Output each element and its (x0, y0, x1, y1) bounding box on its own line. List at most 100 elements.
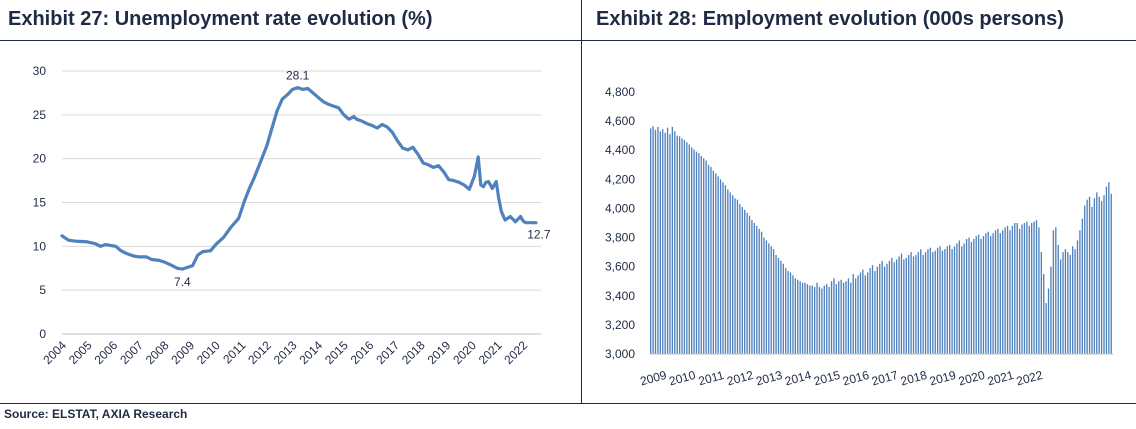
employment-bar (785, 268, 787, 354)
employment-bar (1081, 218, 1083, 354)
employment-bar (1098, 196, 1100, 354)
employment-bar (659, 131, 661, 354)
employment-bar (990, 236, 992, 354)
x-tick-label: 2011 (697, 368, 726, 388)
employment-bar (794, 278, 797, 354)
employment-bar (652, 126, 654, 355)
employment-bar (669, 134, 671, 354)
employment-bar (744, 209, 746, 354)
employment-bar (1009, 230, 1011, 354)
employment-bar (772, 249, 775, 354)
source-note: Source: ELSTAT, AXIA Research (4, 407, 188, 421)
x-tick-label: 2020 (957, 368, 987, 389)
employment-bar (1006, 225, 1009, 354)
employment-bar (1052, 230, 1055, 354)
employment-bar (664, 132, 666, 354)
employment-bar (939, 246, 941, 354)
y-tick-label: 3,000 (605, 347, 635, 361)
employment-bar (1103, 195, 1105, 354)
data-label: 28.1 (286, 69, 310, 83)
employment-bar (729, 192, 731, 354)
employment-bar (1021, 224, 1023, 354)
y-tick-label: 3,400 (605, 289, 635, 303)
employment-bar (929, 247, 932, 354)
employment-bar (770, 246, 772, 354)
employment-bar (1043, 273, 1045, 354)
employment-bar (1016, 223, 1018, 354)
employment-bar (1110, 193, 1112, 354)
employment-bar (1069, 255, 1071, 354)
employment-bar (1105, 186, 1108, 354)
employment-bar (719, 179, 722, 354)
employment-bar (823, 285, 825, 354)
employment-bar (951, 249, 953, 354)
employment-bar (676, 135, 678, 354)
employment-bar (842, 282, 845, 354)
employment-bar (987, 231, 989, 354)
employment-bar (936, 247, 939, 354)
employment-bar (1047, 288, 1050, 354)
employment-bar (847, 278, 850, 354)
employment-bar (840, 279, 842, 354)
employment-bar (828, 287, 830, 354)
employment-bar (816, 282, 818, 354)
employment-bar (888, 260, 891, 354)
employment-bar (970, 241, 973, 354)
employment-bar (1004, 227, 1006, 354)
employment-bar (903, 259, 905, 354)
employment-bar (1040, 252, 1042, 354)
employment-bar (748, 215, 751, 354)
employment-bar (879, 263, 881, 354)
employment-bar (705, 160, 707, 354)
employment-bar (1108, 182, 1110, 354)
employment-bar (912, 256, 915, 354)
employment-bar (703, 158, 705, 354)
employment-bar (977, 234, 980, 354)
employment-bar (760, 231, 763, 354)
x-tick-label: 2019 (928, 368, 958, 389)
employment-bar (850, 282, 852, 354)
employment-bar (994, 230, 997, 354)
unemployment-series-line (60, 86, 538, 271)
employment-bar (801, 282, 804, 354)
employment-bar (804, 282, 806, 354)
employment-bar (997, 228, 999, 354)
employment-bar (883, 266, 886, 354)
employment-bar (920, 249, 922, 354)
employment-bar (835, 284, 838, 354)
y-tick-label: 4,000 (605, 201, 635, 215)
employment-bar (700, 156, 702, 354)
employment-bar (833, 278, 835, 354)
employment-bar (1072, 246, 1074, 354)
employment-bar (1067, 252, 1069, 354)
employment-bar (809, 285, 811, 354)
employment-bar (657, 126, 659, 355)
employment-bar (811, 285, 813, 354)
employment-bar (895, 259, 898, 354)
data-label: 7.4 (174, 275, 191, 289)
employment-bar (727, 189, 729, 354)
employment-bar (1028, 225, 1030, 354)
employment-bar (1079, 230, 1081, 354)
employment-bar (1033, 221, 1035, 354)
header-divider (0, 40, 1136, 41)
employment-bar (1011, 225, 1014, 354)
employment-bar (741, 206, 743, 354)
employment-bar (698, 153, 700, 354)
report-frame: Exhibit 27: Unemployment rate evolution … (0, 0, 1136, 404)
employment-bar (1086, 199, 1088, 354)
employment-bar (1084, 205, 1086, 354)
employment-bar (893, 262, 895, 354)
x-tick-label: 2017 (870, 368, 900, 389)
employment-bar (915, 255, 917, 354)
employment-bar (654, 129, 657, 354)
employment-bar (734, 198, 736, 354)
employment-bar (717, 176, 719, 354)
employment-bar (830, 281, 833, 354)
employment-bar (1064, 249, 1067, 354)
employment-bar (1038, 227, 1040, 354)
employment-bar (1026, 221, 1028, 354)
employment-bar (900, 253, 903, 354)
employment-bar (922, 255, 924, 354)
employment-bar (782, 263, 784, 354)
